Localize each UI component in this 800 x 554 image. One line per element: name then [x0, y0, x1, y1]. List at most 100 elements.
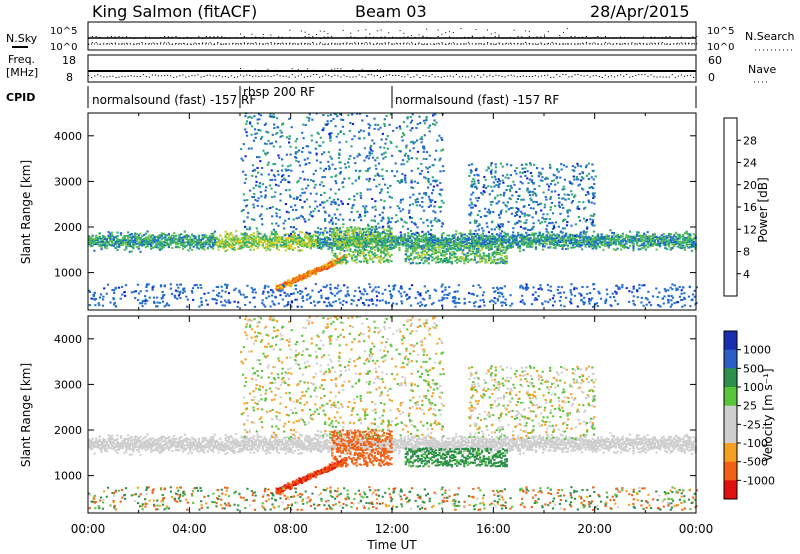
power-cell: [335, 235, 338, 238]
power-cell: [201, 247, 204, 250]
power-cell: [323, 243, 327, 246]
power-cell: [421, 235, 424, 238]
power-cell: [362, 245, 366, 248]
nave-point: [571, 76, 573, 78]
nave-point: [510, 74, 512, 76]
power-cell: [359, 236, 362, 239]
power-cell: [644, 238, 647, 241]
nave-point: [416, 74, 418, 76]
power-cell: [231, 243, 234, 246]
nave-point: [458, 76, 461, 78]
nave-point: [455, 74, 458, 75]
nave-point: [547, 74, 549, 76]
power-cell: [104, 236, 107, 238]
power-cell: [157, 234, 160, 237]
power-cell: [249, 236, 252, 239]
power-cell: [540, 239, 543, 242]
power-cell: [446, 234, 449, 237]
power-cell: [240, 247, 243, 250]
power-cell: [355, 242, 358, 245]
power-cell: [341, 226, 344, 229]
nsky-point: [205, 36, 207, 37]
power-cell: [534, 239, 538, 242]
power-cell: [331, 258, 334, 261]
power-cell: [226, 232, 229, 235]
power-cell: [102, 239, 105, 242]
power-cell: [538, 242, 541, 245]
nave-point: [200, 76, 202, 78]
power-cell: [408, 256, 411, 259]
power-cell: [316, 242, 319, 245]
power-cell: [379, 249, 382, 252]
power-cell: [430, 241, 433, 244]
power-cell: [272, 241, 275, 244]
nsky-point: [95, 36, 97, 38]
power-cell: [605, 242, 608, 245]
power-cell: [293, 235, 296, 238]
power-cell: [366, 240, 369, 243]
power-cell: [128, 245, 131, 247]
power-cell: [228, 233, 231, 236]
power-cell: [637, 234, 640, 237]
power-cell: [510, 236, 513, 239]
power-cell: [472, 237, 475, 240]
power-cell: [382, 250, 386, 253]
power-cell: [363, 241, 366, 244]
power-cell: [389, 239, 392, 241]
power-cell: [497, 245, 500, 248]
power-cell: [680, 245, 683, 247]
nsearch-point: [281, 42, 283, 44]
nsky-point: [251, 33, 253, 35]
nsky-point: [164, 36, 166, 37]
power-cell: [300, 242, 303, 245]
power-cell: [313, 270, 316, 272]
power-cell: [224, 234, 227, 237]
power-cell: [295, 243, 298, 246]
power-cell: [673, 233, 676, 236]
power-cell: [228, 238, 231, 241]
nsky-point: [498, 34, 500, 36]
power-cell: [689, 234, 692, 237]
power-cell: [303, 273, 306, 276]
power-cell: [313, 243, 316, 245]
power-cell: [570, 242, 573, 244]
power-cell: [669, 233, 672, 236]
power-cell: [286, 247, 289, 250]
power-cell: [561, 237, 564, 240]
power-cell: [334, 226, 337, 229]
nsky-point: [483, 36, 485, 38]
nsearch-point: [243, 42, 245, 44]
power-cell: [366, 259, 369, 262]
power-cell: [137, 242, 140, 245]
nsky-point: [243, 36, 245, 37]
power-cell: [199, 240, 202, 243]
power-cell: [304, 236, 307, 239]
nsearch-point: [293, 43, 295, 45]
power-cell: [360, 244, 363, 247]
power-cell: [318, 244, 321, 247]
nave-point: [647, 75, 649, 77]
power-cell: [387, 240, 390, 243]
power-cell: [127, 241, 130, 244]
freq-point: [370, 69, 372, 71]
power-cell: [363, 260, 366, 263]
power-cell: [331, 264, 334, 267]
power-cell: [579, 245, 582, 248]
power-cell: [98, 237, 101, 240]
power-cell: [352, 232, 355, 234]
nsky-point: [91, 36, 93, 37]
power-cell: [178, 246, 181, 249]
power-cell: [598, 241, 601, 244]
power-cell: [290, 247, 293, 250]
power-cell: [376, 247, 379, 250]
power-cell: [524, 241, 527, 244]
power-cell: [358, 227, 361, 230]
power-cell: [279, 244, 282, 247]
power-cell: [639, 234, 642, 237]
nave-point: [677, 75, 679, 77]
power-cell: [391, 237, 394, 240]
nave-point: [294, 76, 296, 78]
nave-point: [519, 76, 521, 77]
power-cell: [689, 240, 692, 243]
power-cell: [164, 241, 167, 244]
